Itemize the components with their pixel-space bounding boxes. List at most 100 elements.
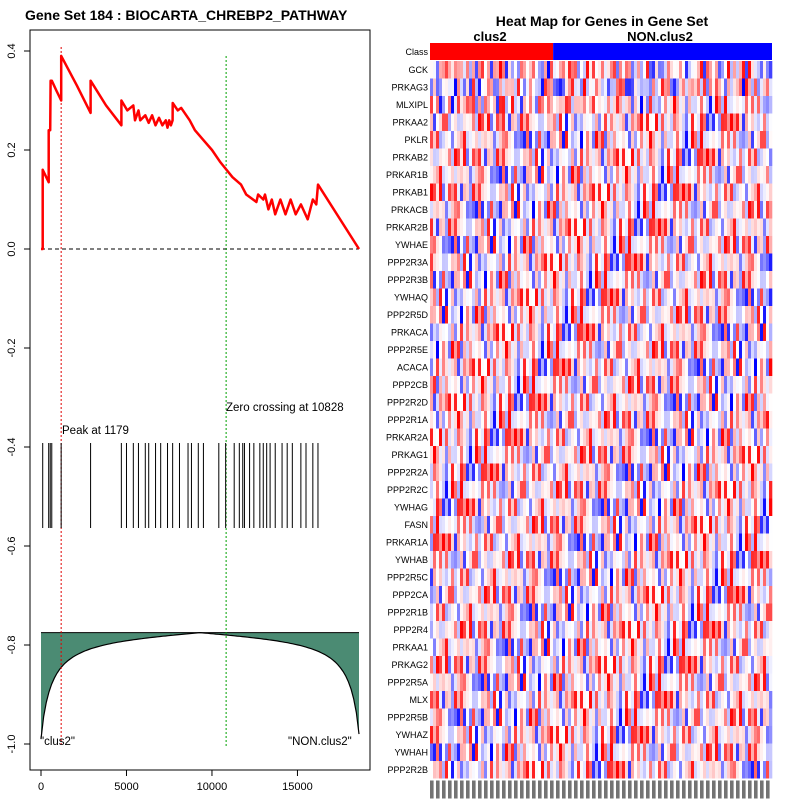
- heatmap-cell: [646, 271, 650, 289]
- heatmap-cell: [433, 288, 437, 306]
- heatmap-cell: [688, 761, 692, 779]
- heatmap-cell: [517, 201, 521, 219]
- heatmap-cell: [706, 306, 710, 324]
- heatmap-cell: [550, 656, 554, 674]
- heatmap-cell: [694, 341, 698, 359]
- heatmap-cell: [613, 113, 617, 131]
- heatmap-cell: [481, 761, 485, 779]
- heatmap-cell: [457, 743, 461, 761]
- heatmap-cell: [469, 358, 473, 376]
- heatmap-cell: [649, 481, 653, 499]
- heatmap-cell: [487, 568, 491, 586]
- heatmap-cell: [565, 323, 569, 341]
- heatmap-cell: [685, 341, 689, 359]
- heatmap-cell: [544, 691, 548, 709]
- heatmap-cell: [601, 743, 605, 761]
- heatmap-cell: [556, 113, 560, 131]
- heatmap-cell: [697, 638, 701, 656]
- heatmap-cell: [709, 201, 713, 219]
- heatmap-cell: [445, 236, 449, 254]
- heatmap-cell: [466, 656, 470, 674]
- heatmap-cell: [472, 148, 476, 166]
- heatmap-cell: [652, 358, 656, 376]
- heatmap-cell: [688, 306, 692, 324]
- heatmap-cell: [433, 761, 437, 779]
- heatmap-cell: [670, 393, 674, 411]
- heatmap-cell: [535, 96, 539, 114]
- heatmap-cell: [529, 78, 533, 96]
- heatmap-cell: [565, 708, 569, 726]
- heatmap-row: [430, 183, 773, 201]
- heatmap-cell: [646, 621, 650, 639]
- heatmap-cell: [721, 306, 725, 324]
- heatmap-cell: [730, 586, 734, 604]
- heatmap-cell: [508, 463, 512, 481]
- heatmap-cell: [574, 586, 578, 604]
- heatmap-cell: [592, 446, 596, 464]
- heatmap-cell: [601, 533, 605, 551]
- heatmap-cell: [622, 218, 626, 236]
- heatmap-cell: [748, 428, 752, 446]
- heatmap-cell: [454, 236, 458, 254]
- heatmap-cell: [547, 708, 551, 726]
- heatmap-cell: [727, 393, 731, 411]
- heatmap-cell: [460, 726, 464, 744]
- heatmap-cell: [550, 481, 554, 499]
- heatmap-cell: [586, 621, 590, 639]
- heatmap-cell: [730, 358, 734, 376]
- heatmap-cell: [481, 621, 485, 639]
- heatmap-cell: [676, 253, 680, 271]
- heatmap-cell: [721, 201, 725, 219]
- heatmap-cell: [685, 288, 689, 306]
- heatmap-cell: [535, 271, 539, 289]
- heatmap-cell: [619, 708, 623, 726]
- heatmap-cell: [619, 481, 623, 499]
- heatmap-cell: [538, 393, 542, 411]
- heatmap-cell: [670, 201, 674, 219]
- heatmap-cell: [724, 358, 728, 376]
- heatmap-cell: [667, 218, 671, 236]
- heatmap-cell: [667, 481, 671, 499]
- heatmap-cell: [748, 61, 752, 79]
- heatmap-cell: [742, 131, 746, 149]
- heatmap-cell: [601, 638, 605, 656]
- heatmap-cell: [535, 341, 539, 359]
- heatmap-cell: [619, 621, 623, 639]
- heatmap-cell: [436, 288, 440, 306]
- heatmap-cell: [637, 463, 641, 481]
- heatmap-cell: [673, 603, 677, 621]
- heatmap-cell: [526, 341, 530, 359]
- heatmap-cell: [529, 656, 533, 674]
- heatmap-cell: [604, 323, 608, 341]
- heatmap-cell: [742, 743, 746, 761]
- heatmap-cell: [580, 533, 584, 551]
- heatmap-cell: [625, 498, 629, 516]
- heatmap-cell: [577, 358, 581, 376]
- heatmap-cell: [661, 323, 665, 341]
- heatmap-cell: [748, 288, 752, 306]
- heatmap-cell: [694, 61, 698, 79]
- heatmap-cell: [478, 61, 482, 79]
- heatmap-cell: [502, 236, 506, 254]
- heatmap-cell: [625, 271, 629, 289]
- heatmap-cell: [511, 568, 515, 586]
- heatmap-cell: [484, 306, 488, 324]
- heatmap-cell: [679, 551, 683, 569]
- heatmap-cell: [553, 201, 557, 219]
- heatmap-cell: [712, 166, 716, 184]
- heatmap-cell: [736, 61, 740, 79]
- heatmap-cell: [568, 358, 572, 376]
- heatmap-cell: [670, 761, 674, 779]
- heatmap-cell: [745, 463, 749, 481]
- heatmap-cell: [721, 481, 725, 499]
- heatmap-cell: [754, 96, 758, 114]
- heatmap-cell: [673, 78, 677, 96]
- heatmap-cell: [592, 376, 596, 394]
- heatmap-cell: [445, 218, 449, 236]
- heatmap-cell: [532, 446, 536, 464]
- heatmap-cell: [592, 131, 596, 149]
- heatmap-cell: [532, 271, 536, 289]
- heatmap-cell: [655, 691, 659, 709]
- heatmap-cell: [709, 236, 713, 254]
- heatmap-cell: [715, 61, 719, 79]
